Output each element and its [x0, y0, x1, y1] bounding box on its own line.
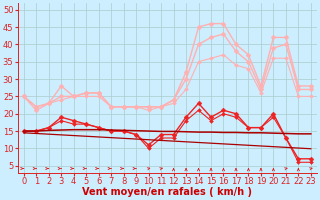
X-axis label: Vent moyen/en rafales ( km/h ): Vent moyen/en rafales ( km/h ): [82, 187, 252, 197]
